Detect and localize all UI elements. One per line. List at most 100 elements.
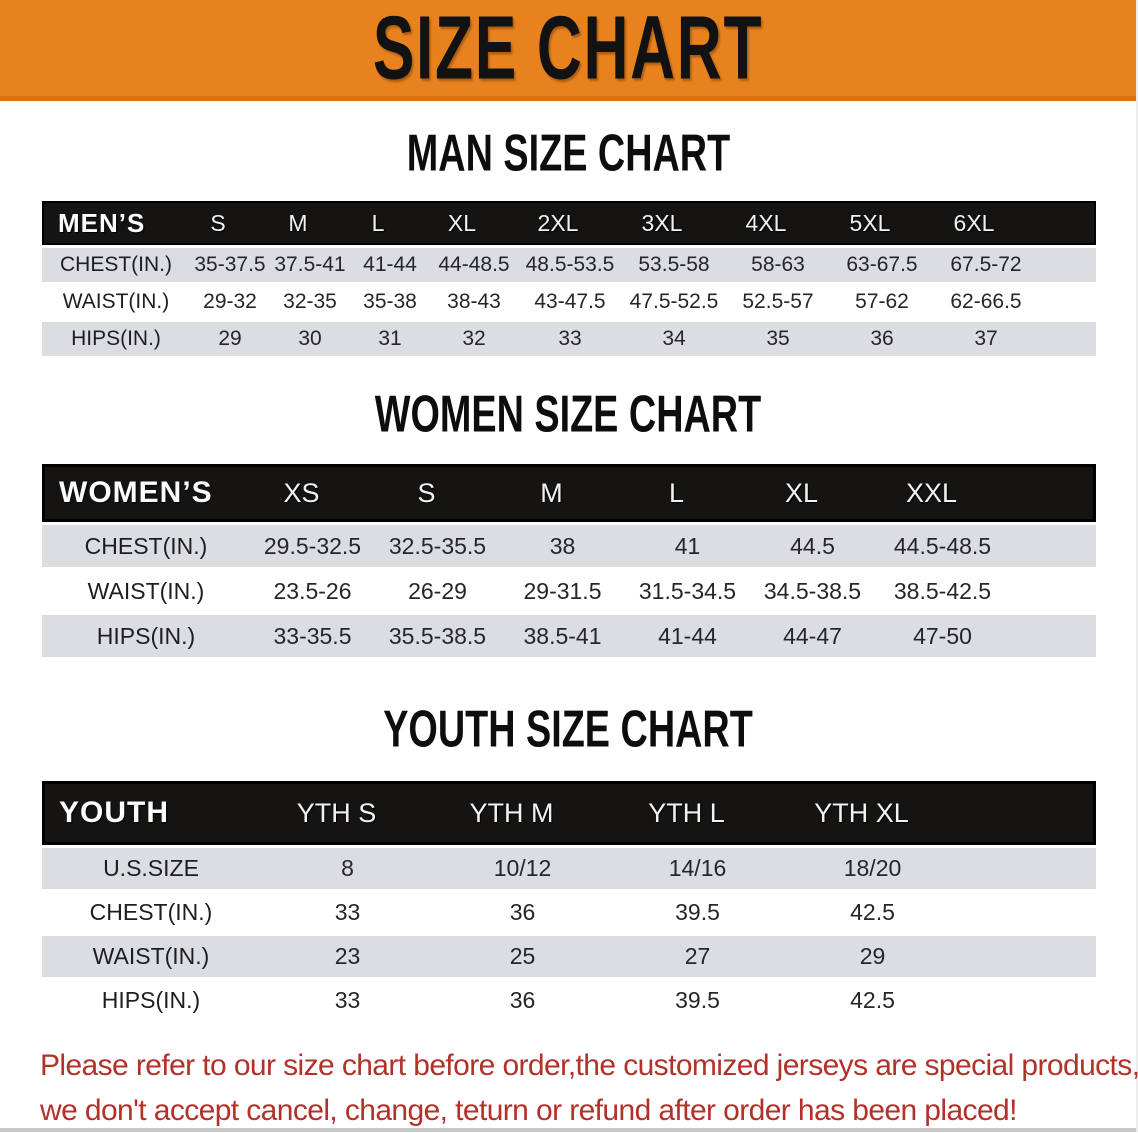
size-value: 14/16 xyxy=(668,855,727,881)
size-value: 39.5 xyxy=(675,899,720,925)
size-value: 35.5-38.5 xyxy=(388,622,487,649)
size-column-header: S xyxy=(210,209,226,236)
disclaimer: Please refer to our size chart before or… xyxy=(40,1043,1138,1133)
size-value: 29-31.5 xyxy=(523,577,602,604)
size-table-header-row: MEN’S S M L XL 2XL 3XL 4XL 5XL 6XL xyxy=(42,201,1096,245)
size-table-row: CHEST(IN.) 33 36 39.5 42.5 xyxy=(42,892,1096,933)
size-value: 8 xyxy=(341,855,354,881)
measurement-row-label: WAIST(IN.) xyxy=(92,943,210,969)
measurement-row-label: WAIST(IN.) xyxy=(62,290,170,313)
size-value: 10/12 xyxy=(493,855,552,881)
measurement-row-label: HIPS(IN.) xyxy=(101,987,201,1013)
size-table-row: HIPS(IN.) 33 36 39.5 42.5 xyxy=(42,980,1096,1021)
size-value: 33 xyxy=(334,899,361,925)
size-value: 53.5-58 xyxy=(638,253,710,276)
size-value: 63-67.5 xyxy=(846,253,918,276)
youth-section-heading: YOUTH SIZE CHART xyxy=(0,699,1136,758)
men-section-heading: MAN SIZE CHART xyxy=(0,123,1136,182)
size-value: 25 xyxy=(509,943,536,969)
size-column-header: YTH XL xyxy=(814,797,909,828)
size-value: 35 xyxy=(766,327,790,350)
measurement-row-label: HIPS(IN.) xyxy=(71,327,161,350)
size-value: 35-38 xyxy=(363,290,417,313)
size-table-row: HIPS(IN.) 33-35.5 35.5-38.5 38.5-41 41-44 44-… xyxy=(42,615,1096,657)
size-table-row: U.S.SIZE 8 10/12 14/16 18/20 xyxy=(42,848,1096,889)
disclaimer-line-2: we don't accept cancel, change, teturn o… xyxy=(40,1094,1017,1127)
size-value: 31.5-34.5 xyxy=(638,577,737,604)
size-value: 47-50 xyxy=(913,622,972,649)
size-column-header: XXL xyxy=(905,477,958,508)
size-value: 52.5-57 xyxy=(742,290,814,313)
size-column-header: S xyxy=(417,477,436,508)
size-column-header: 5XL xyxy=(849,209,891,236)
size-column-header: YTH S xyxy=(296,797,377,828)
size-value: 36 xyxy=(509,899,536,925)
banner: SIZE CHART xyxy=(0,0,1136,101)
size-column-header: XL xyxy=(447,209,477,236)
size-column-header: XL xyxy=(784,477,819,508)
size-value: 42.5 xyxy=(850,987,895,1013)
size-value: 39.5 xyxy=(675,987,720,1013)
size-table-row: CHEST(IN.) 35-37.5 37.5-41 41-44 44-48.5 48.5… xyxy=(42,248,1096,282)
size-value: 38.5-42.5 xyxy=(893,577,992,604)
size-value: 33-35.5 xyxy=(273,622,352,649)
size-column-header: 6XL xyxy=(953,209,995,236)
size-value: 44-47 xyxy=(783,622,842,649)
measurement-row-label: HIPS(IN.) xyxy=(96,622,196,649)
size-value: 31 xyxy=(378,327,402,350)
size-table-header-row: WOMEN’S XS S M L XL XXL xyxy=(42,464,1096,522)
size-value: 26-29 xyxy=(408,577,467,604)
women-size-table: WOMEN’S XS S M L XL XXL CHEST(IN.) 29.5-32.5 32.5… xyxy=(42,464,1096,657)
image-bottom-edge xyxy=(0,1128,1136,1132)
size-value: 32 xyxy=(462,327,486,350)
size-value: 41-44 xyxy=(363,253,417,276)
size-value: 38 xyxy=(549,532,576,559)
disclaimer-line-1: Please refer to our size chart before or… xyxy=(40,1049,1138,1082)
size-table-row: WAIST(IN.) 23.5-26 26-29 29-31.5 31.5-34.5 34… xyxy=(42,570,1096,612)
size-column-header: L xyxy=(668,477,685,508)
size-value: 32-35 xyxy=(283,290,337,313)
size-value: 18/20 xyxy=(843,855,902,881)
size-table-row: WAIST(IN.) 29-32 32-35 35-38 38-43 43-47.5 47.… xyxy=(42,285,1096,319)
size-column-header: L xyxy=(371,209,385,236)
size-value: 30 xyxy=(298,327,322,350)
measurement-row-label: WAIST(IN.) xyxy=(87,577,205,604)
section-men: MAN SIZE CHART MEN’S S M L XL 2XL 3XL 4XL 5XL 6XL… xyxy=(0,123,1136,356)
size-value: 38.5-41 xyxy=(523,622,602,649)
size-value: 29.5-32.5 xyxy=(263,532,362,559)
size-value: 37 xyxy=(974,327,998,350)
size-column-header: M xyxy=(540,477,563,508)
size-value: 43-47.5 xyxy=(534,290,606,313)
size-value: 27 xyxy=(684,943,711,969)
youth-size-table: YOUTH YTH S YTH M YTH L YTH XL U.S.SIZE 8 10/12… xyxy=(42,781,1096,1021)
size-column-header: XS xyxy=(283,477,320,508)
size-value: 67.5-72 xyxy=(950,253,1022,276)
size-value: 41-44 xyxy=(658,622,717,649)
size-value: 38-43 xyxy=(447,290,501,313)
size-value: 44.5 xyxy=(790,532,835,559)
size-value: 44-48.5 xyxy=(438,253,510,276)
size-table-group-label: WOMEN’S xyxy=(59,476,213,509)
size-value: 33 xyxy=(334,987,361,1013)
size-table-row: WAIST(IN.) 23 25 27 29 xyxy=(42,936,1096,977)
size-column-header: 3XL xyxy=(641,209,683,236)
size-value: 29 xyxy=(218,327,242,350)
size-value: 36 xyxy=(509,987,536,1013)
size-value: 47.5-52.5 xyxy=(629,290,719,313)
size-value: 29-32 xyxy=(203,290,257,313)
section-women: WOMEN SIZE CHART WOMEN’S XS S M L XL XXL CHEST(… xyxy=(0,384,1136,657)
size-value: 48.5-53.5 xyxy=(525,253,615,276)
size-table-header-row: YOUTH YTH S YTH M YTH L YTH XL xyxy=(42,781,1096,845)
size-value: 23 xyxy=(334,943,361,969)
measurement-row-label: U.S.SIZE xyxy=(103,855,199,881)
size-value: 36 xyxy=(870,327,894,350)
size-table-group-label: YOUTH xyxy=(59,796,169,829)
size-value: 44.5-48.5 xyxy=(893,532,992,559)
men-size-table: MEN’S S M L XL 2XL 3XL 4XL 5XL 6XL CHEST(IN.) 35-37… xyxy=(42,201,1096,356)
measurement-row-label: CHEST(IN.) xyxy=(89,899,213,925)
size-value: 37.5-41 xyxy=(274,253,346,276)
size-value: 42.5 xyxy=(850,899,895,925)
size-value: 32.5-35.5 xyxy=(388,532,487,559)
size-value: 33 xyxy=(558,327,582,350)
